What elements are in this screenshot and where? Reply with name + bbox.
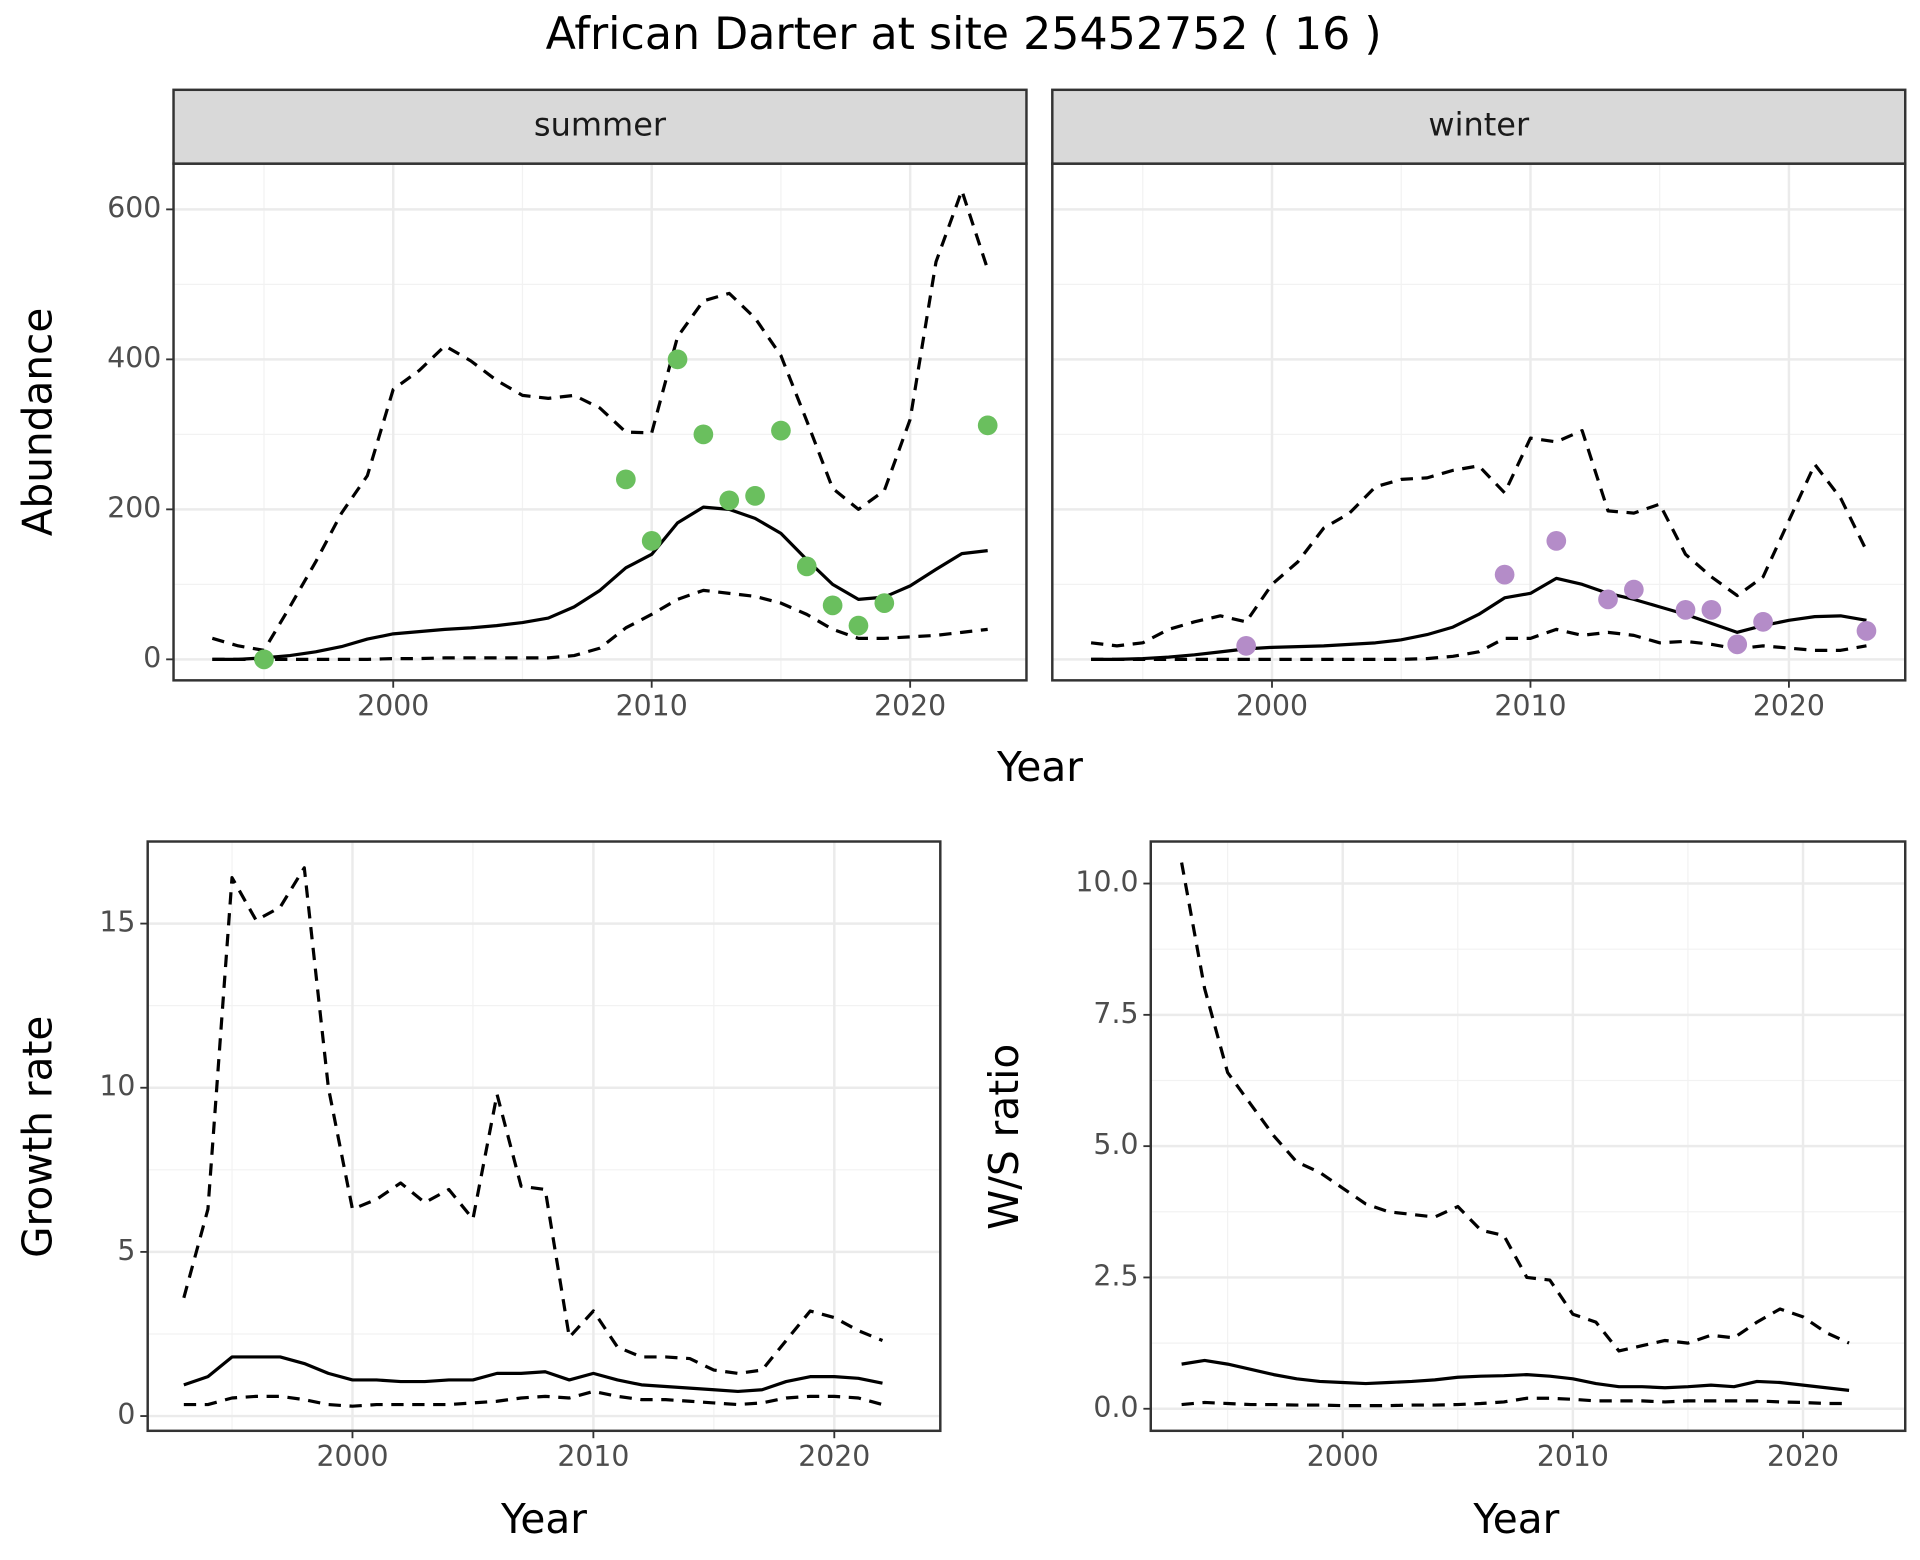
data-point [1753, 612, 1773, 632]
data-point [1546, 531, 1567, 551]
y-tick-label: 2.5 [1093, 1259, 1138, 1292]
y-tick-label: 5 [117, 1234, 135, 1267]
y-axis-label: Abundance [14, 308, 62, 537]
data-point [1598, 589, 1618, 610]
facet-label: winter [1428, 106, 1530, 144]
y-tick-label: 0 [143, 641, 161, 674]
y-tick-label: 0 [117, 1398, 135, 1431]
facet-strip [172, 88, 1028, 165]
data-point [667, 349, 688, 370]
interval-line [1090, 429, 1868, 648]
data-point [1856, 621, 1877, 641]
x-tick-label: 2020 [1767, 1440, 1839, 1473]
x-tick-label: 2020 [1753, 689, 1825, 722]
facet-label: summer [534, 106, 667, 144]
x-axis-label: Year [1472, 1495, 1559, 1543]
data-point [1675, 600, 1696, 620]
x-tick-label: 2010 [616, 689, 688, 722]
x-axis-label: Year [996, 743, 1083, 791]
data-point [254, 649, 274, 670]
y-axis-label: W/S ratio [980, 1044, 1028, 1230]
interval-line [211, 189, 990, 652]
y-tick-label: 10 [99, 1070, 135, 1103]
x-tick-label: 2020 [798, 1440, 870, 1473]
y-tick-label: 400 [107, 341, 161, 374]
interval-line [1180, 862, 1850, 1353]
data-point [719, 490, 740, 511]
x-tick-label: 2010 [1494, 689, 1566, 722]
panel-border [1149, 840, 1907, 1433]
data-point [848, 615, 869, 636]
figure-title: African Darter at site 25452752 ( 16 ) [546, 9, 1382, 60]
median-line [1181, 1358, 1850, 1392]
x-tick-label: 2020 [874, 689, 946, 722]
median-line [183, 1355, 883, 1394]
y-tick-label: 600 [107, 191, 161, 224]
data-point [1701, 600, 1722, 620]
y-tick-label: 10.0 [1075, 866, 1138, 899]
data-point [874, 593, 895, 613]
interval-line [212, 588, 988, 661]
y-tick-label: 5.0 [1093, 1128, 1138, 1161]
data-point [1727, 634, 1748, 655]
x-tick-label: 2000 [316, 1440, 388, 1473]
data-point [1494, 564, 1515, 585]
data-point [771, 420, 791, 441]
data-point [616, 469, 636, 490]
x-tick-label: 2000 [1236, 689, 1308, 722]
y-axis-label: Growth rate [14, 1016, 62, 1258]
data-point [693, 424, 714, 445]
interval-line [182, 866, 884, 1375]
x-axis-label: Year [500, 1495, 587, 1543]
data-point [641, 531, 662, 551]
y-tick-label: 200 [107, 491, 161, 524]
data-point [796, 556, 817, 577]
median-line [212, 505, 988, 661]
y-tick-label: 0.0 [1093, 1391, 1138, 1424]
panel-border [146, 840, 942, 1433]
data-point [977, 415, 998, 436]
data-point [822, 595, 843, 616]
interval-line [183, 1389, 883, 1408]
x-tick-label: 2000 [357, 689, 429, 722]
y-tick-label: 7.5 [1093, 997, 1138, 1030]
data-point [1236, 636, 1256, 656]
y-tick-label: 15 [99, 906, 135, 939]
data-point [1624, 579, 1644, 600]
x-tick-label: 2000 [1307, 1440, 1379, 1473]
x-tick-label: 2010 [557, 1440, 629, 1473]
data-point [745, 486, 765, 506]
x-tick-label: 2010 [1537, 1440, 1609, 1473]
facet-strip [1051, 88, 1907, 165]
interval-line [1181, 1396, 1850, 1408]
median-line [1091, 576, 1867, 661]
